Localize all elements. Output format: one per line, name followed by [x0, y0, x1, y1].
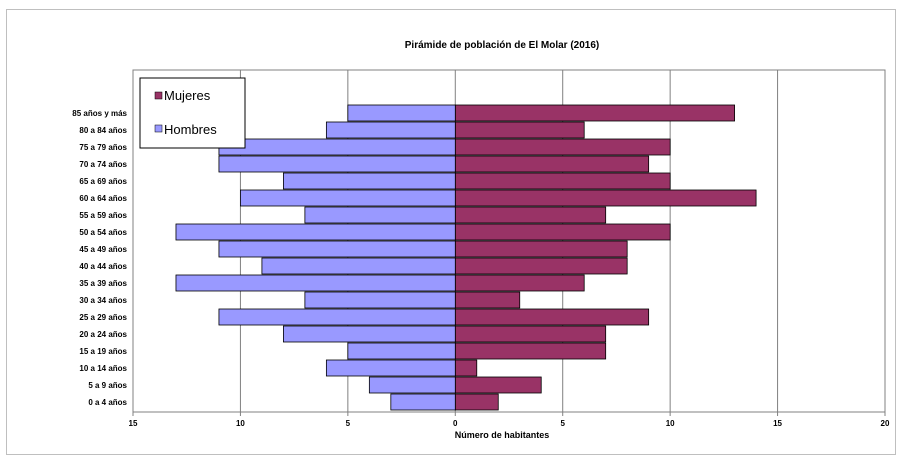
x-tick-label: 5	[346, 419, 351, 428]
bar-mujeres	[454, 325, 607, 343]
bar-hombres	[325, 121, 456, 139]
x-tick-label: 15	[773, 419, 782, 428]
bar-hombres	[218, 240, 456, 258]
bar-mujeres	[454, 342, 607, 360]
bar-hombres	[218, 138, 456, 156]
x-tick-label: 10	[236, 419, 245, 428]
bar-mujeres	[454, 121, 585, 139]
bar-hombres	[304, 291, 456, 309]
bar-mujeres	[454, 189, 757, 207]
category-label: 10 a 14 años	[79, 364, 127, 373]
legend-label-hombres: Hombres	[164, 122, 217, 137]
bar-mujeres	[454, 376, 542, 394]
x-axis-label: Número de habitantes	[455, 430, 550, 440]
bar-mujeres	[454, 274, 585, 292]
x-tick-label: 10	[666, 419, 675, 428]
category-label: 0 a 4 años	[88, 398, 127, 407]
bar-hombres	[240, 189, 456, 207]
category-label: 5 a 9 años	[88, 381, 127, 390]
bar-mujeres	[454, 138, 671, 156]
bar-hombres	[347, 104, 456, 122]
bar-hombres	[175, 223, 456, 241]
bar-hombres	[304, 206, 456, 224]
legend-label-mujeres: Mujeres	[164, 88, 211, 103]
bar-mujeres	[454, 257, 628, 275]
category-label: 70 a 74 años	[79, 160, 127, 169]
bar-hombres	[347, 342, 456, 360]
bar-hombres	[282, 325, 456, 343]
bar-hombres	[218, 308, 456, 326]
legend-box	[139, 77, 246, 149]
category-label: 40 a 44 años	[79, 262, 127, 271]
category-label: 50 a 54 años	[79, 228, 127, 237]
bar-mujeres	[454, 240, 628, 258]
bar-mujeres	[454, 155, 650, 173]
bar-mujeres	[454, 359, 478, 377]
chart-title: Pirámide de población de El Molar (2016)	[405, 40, 600, 51]
bars	[175, 104, 757, 411]
bar-mujeres	[454, 291, 521, 309]
bar-hombres	[325, 359, 456, 377]
x-tick-label: 15	[129, 419, 138, 428]
category-label: 20 a 24 años	[79, 330, 127, 339]
category-label: 75 a 79 años	[79, 143, 127, 152]
bar-mujeres	[454, 104, 736, 122]
category-label: 45 a 49 años	[79, 245, 127, 254]
bar-mujeres	[454, 223, 671, 241]
category-label: 35 a 39 años	[79, 279, 127, 288]
bar-mujeres	[454, 206, 607, 224]
category-label: 25 a 29 años	[79, 313, 127, 322]
bar-hombres	[282, 172, 456, 190]
bar-mujeres	[454, 172, 671, 190]
bar-hombres	[368, 376, 456, 394]
legend-swatch-mujeres	[154, 91, 163, 100]
bar-hombres	[175, 274, 456, 292]
bar-mujeres	[454, 308, 650, 326]
x-tick-label: 20	[881, 419, 890, 428]
bar-mujeres	[454, 393, 499, 411]
axes: 15 10 5 0 5 10 15 20 0 a 4 años 5 a 9 años 10 a 14…	[72, 109, 890, 428]
legend: Mujeres Hombres	[139, 77, 246, 149]
bar-hombres	[390, 393, 456, 411]
legend-swatch-hombres	[154, 124, 163, 133]
category-label: 85 años y más	[72, 109, 127, 118]
bar-hombres	[261, 257, 456, 275]
category-label: 80 a 84 años	[79, 126, 127, 135]
category-label: 15 a 19 años	[79, 347, 127, 356]
category-label: 65 a 69 años	[79, 177, 127, 186]
x-tick-label: 5	[560, 419, 565, 428]
category-label: 55 a 59 años	[79, 211, 127, 220]
category-label: 30 a 34 años	[79, 296, 127, 305]
category-label: 60 a 64 años	[79, 194, 127, 203]
bar-hombres	[218, 155, 456, 173]
x-tick-label: 0	[453, 419, 458, 428]
